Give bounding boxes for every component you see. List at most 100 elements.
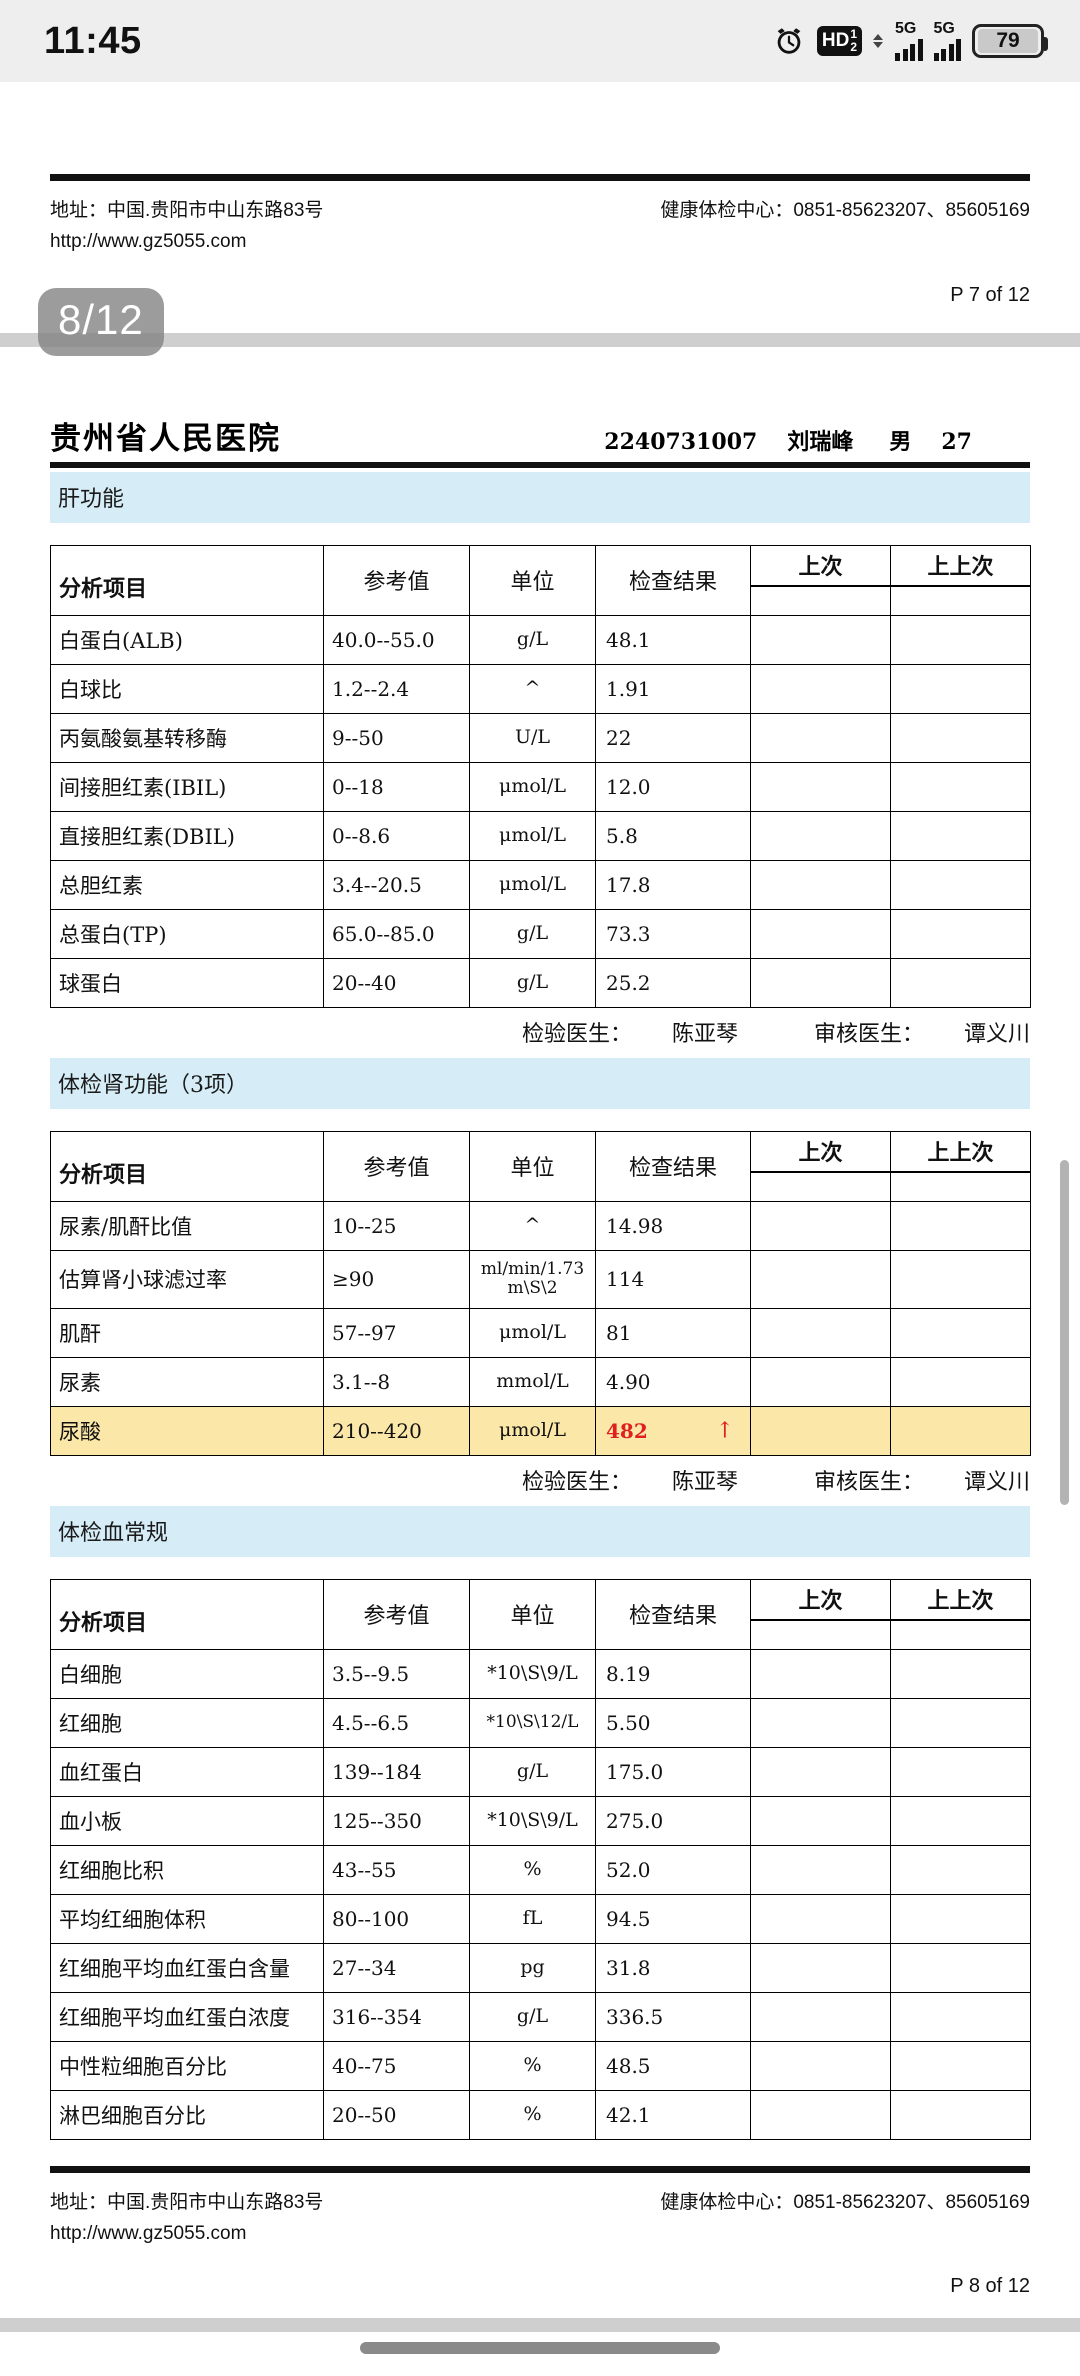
footer-website: http://www.gz5055.com bbox=[50, 231, 247, 253]
cell-second-last bbox=[890, 1697, 1031, 1748]
page-7-footer: 地址：中国.贵阳市中山东路83号 http://www.gz5055.com 健… bbox=[50, 181, 1030, 307]
cell-last bbox=[750, 1200, 891, 1251]
cell-item: 血小板 bbox=[50, 1795, 324, 1846]
cell-unit: mmol/L bbox=[469, 1356, 596, 1407]
col-header-last: 上次 bbox=[750, 544, 891, 616]
col-header-second-last-label: 上上次 bbox=[891, 1580, 1030, 1621]
cell-item: 白细胞 bbox=[50, 1648, 324, 1699]
result-value: 275.0 bbox=[606, 1808, 664, 1833]
cell-result: 14.98 bbox=[595, 1200, 751, 1251]
cell-second-last bbox=[890, 712, 1031, 763]
cell-last bbox=[750, 1795, 891, 1846]
table-row: 红细胞比积 43--55% 52.0 bbox=[50, 1844, 1031, 1895]
cell-second-last bbox=[890, 1648, 1031, 1699]
cell-item: 总胆红素 bbox=[50, 859, 324, 910]
cell-second-last bbox=[890, 1249, 1031, 1309]
cell-result: 8.19 bbox=[595, 1648, 751, 1699]
table-row: 总胆红素 3.4--20.5 μmol/L 17.8 bbox=[50, 859, 1031, 910]
table-row: 尿素/肌酐比值 10--25 ^ 14.98 bbox=[50, 1200, 1031, 1251]
cell-last bbox=[750, 2089, 891, 2140]
cell-second-last bbox=[890, 1893, 1031, 1944]
cell-second-last bbox=[890, 1307, 1031, 1358]
footer-address: 地址：中国.贵阳市中山东路83号 bbox=[50, 2191, 324, 2213]
cell-last bbox=[750, 1844, 891, 1895]
col-header-second-last-label: 上上次 bbox=[891, 1132, 1030, 1173]
cell-second-last bbox=[890, 908, 1031, 959]
hd-dual-sim-icon: HD 1 2 bbox=[816, 25, 862, 57]
lab-table-liver: 分析项目 参考值 单位 检查结果 上次 上上次 白蛋白(ALB) 40.0--55… bbox=[50, 544, 1031, 1008]
status-bar: 11:45 HD 1 2 5G 5G 79 bbox=[0, 0, 1080, 82]
data-transfer-icon bbox=[873, 34, 883, 48]
cell-second-last bbox=[890, 1795, 1031, 1846]
col-header-last: 上次 bbox=[750, 1578, 891, 1650]
col-header-item: 分析项目 bbox=[50, 1578, 324, 1650]
cell-reference: ≥90 bbox=[323, 1249, 470, 1309]
col-header-second-last-label: 上上次 bbox=[891, 546, 1030, 587]
table-row: 肌酐 57--97 μmol/L 81 bbox=[50, 1307, 1031, 1358]
status-time: 11:45 bbox=[44, 19, 142, 62]
cell-item: 估算肾小球滤过率 bbox=[50, 1249, 324, 1309]
table-row: 丙氨酸氨基转移酶 9--50 U/L 22 bbox=[50, 712, 1031, 763]
pdf-document[interactable]: 地址：中国.贵阳市中山东路83号 http://www.gz5055.com 健… bbox=[0, 82, 1080, 2376]
table-row: 红细胞 4.5--6.5 *10\S\12/L 5.50 bbox=[50, 1697, 1031, 1748]
cell-reference: 0--18 bbox=[323, 761, 470, 812]
cell-result: 17.8 bbox=[595, 859, 751, 910]
cell-unit: % bbox=[469, 2089, 596, 2140]
cell-unit: % bbox=[469, 1844, 596, 1895]
section-title-kidney: 体检肾功能（3项） bbox=[50, 1057, 1030, 1109]
cell-reference: 80--100 bbox=[323, 1893, 470, 1944]
cell-result: 5.50 bbox=[595, 1697, 751, 1748]
cell-result: 52.0 bbox=[595, 1844, 751, 1895]
cell-last bbox=[750, 908, 891, 959]
cell-unit: g/L bbox=[469, 614, 596, 665]
cell-item: 总蛋白(TP) bbox=[50, 908, 324, 959]
table-row: 间接胆红素(IBIL) 0--18 μmol/L 12.0 bbox=[50, 761, 1031, 812]
cell-unit: ^ bbox=[469, 663, 596, 714]
cell-second-last bbox=[890, 614, 1031, 665]
battery-icon: 79 bbox=[972, 24, 1048, 58]
footer-website: http://www.gz5055.com bbox=[50, 2223, 247, 2245]
result-value: 482 bbox=[606, 1418, 648, 1443]
cell-last bbox=[750, 712, 891, 763]
tester-label: 检验医生： bbox=[521, 1469, 632, 1495]
result-value: 336.5 bbox=[606, 2004, 664, 2029]
hd-label: HD bbox=[821, 30, 850, 51]
cell-reference: 3.1--8 bbox=[323, 1356, 470, 1407]
cell-item: 间接胆红素(IBIL) bbox=[50, 761, 324, 812]
tester-name: 陈亚琴 bbox=[671, 1021, 738, 1047]
result-value: 25.2 bbox=[606, 970, 651, 995]
network1-label: 5G bbox=[895, 20, 917, 37]
cell-result: 114 bbox=[595, 1249, 751, 1309]
report-header: 贵州省人民医院 2240731007 刘瑞峰 男 27 bbox=[50, 407, 1030, 462]
sim2-label: 2 bbox=[850, 39, 857, 54]
battery-level: 79 bbox=[996, 29, 1020, 52]
col-header-second-last: 上上次 bbox=[890, 1578, 1031, 1650]
table-row: 中性粒细胞百分比 40--75% 48.5 bbox=[50, 2040, 1031, 2091]
cell-item: 平均红细胞体积 bbox=[50, 1893, 324, 1944]
vertical-scrollbar[interactable] bbox=[1060, 1160, 1069, 1505]
result-value: 17.8 bbox=[606, 872, 651, 897]
result-value: 48.1 bbox=[606, 627, 651, 652]
footer-page-number: P 8 of 12 bbox=[950, 2275, 1030, 2298]
result-value: 5.50 bbox=[606, 1710, 651, 1735]
table-row: 平均红细胞体积 80--100 fL 94.5 bbox=[50, 1893, 1031, 1944]
cell-item: 红细胞平均血红蛋白含量 bbox=[50, 1942, 324, 1993]
cell-second-last bbox=[890, 1405, 1031, 1456]
network2-label: 5G bbox=[933, 20, 955, 37]
cell-result: 42.1 bbox=[595, 2089, 751, 2140]
cell-item: 尿酸 bbox=[50, 1405, 324, 1456]
cell-result: 175.0 bbox=[595, 1746, 751, 1797]
cell-unit: g/L bbox=[469, 908, 596, 959]
result-value: 73.3 bbox=[606, 921, 651, 946]
cell-item: 红细胞平均血红蛋白浓度 bbox=[50, 1991, 324, 2042]
col-header-unit: 单位 bbox=[469, 1578, 596, 1650]
footer-page-number: P 7 of 12 bbox=[950, 283, 1030, 306]
cell-last bbox=[750, 1307, 891, 1358]
result-value: 52.0 bbox=[606, 1857, 651, 1882]
cell-unit: *10\S\9/L bbox=[469, 1648, 596, 1699]
cell-unit: μmol/L bbox=[469, 1405, 596, 1456]
reviewer-name: 谭义川 bbox=[963, 1021, 1030, 1047]
cell-last bbox=[750, 614, 891, 665]
col-header-last: 上次 bbox=[750, 1130, 891, 1202]
horizontal-scrollbar[interactable] bbox=[360, 2342, 720, 2354]
